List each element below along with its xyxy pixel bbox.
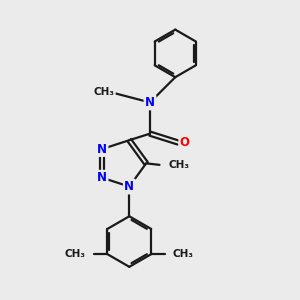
Text: N: N (124, 180, 134, 193)
Text: N: N (97, 171, 107, 184)
Text: CH₃: CH₃ (93, 87, 114, 97)
Text: CH₃: CH₃ (65, 249, 86, 259)
Text: N: N (97, 142, 107, 155)
Text: CH₃: CH₃ (168, 160, 189, 170)
Text: O: O (180, 136, 190, 149)
Text: N: N (145, 96, 155, 109)
Text: CH₃: CH₃ (173, 249, 194, 259)
